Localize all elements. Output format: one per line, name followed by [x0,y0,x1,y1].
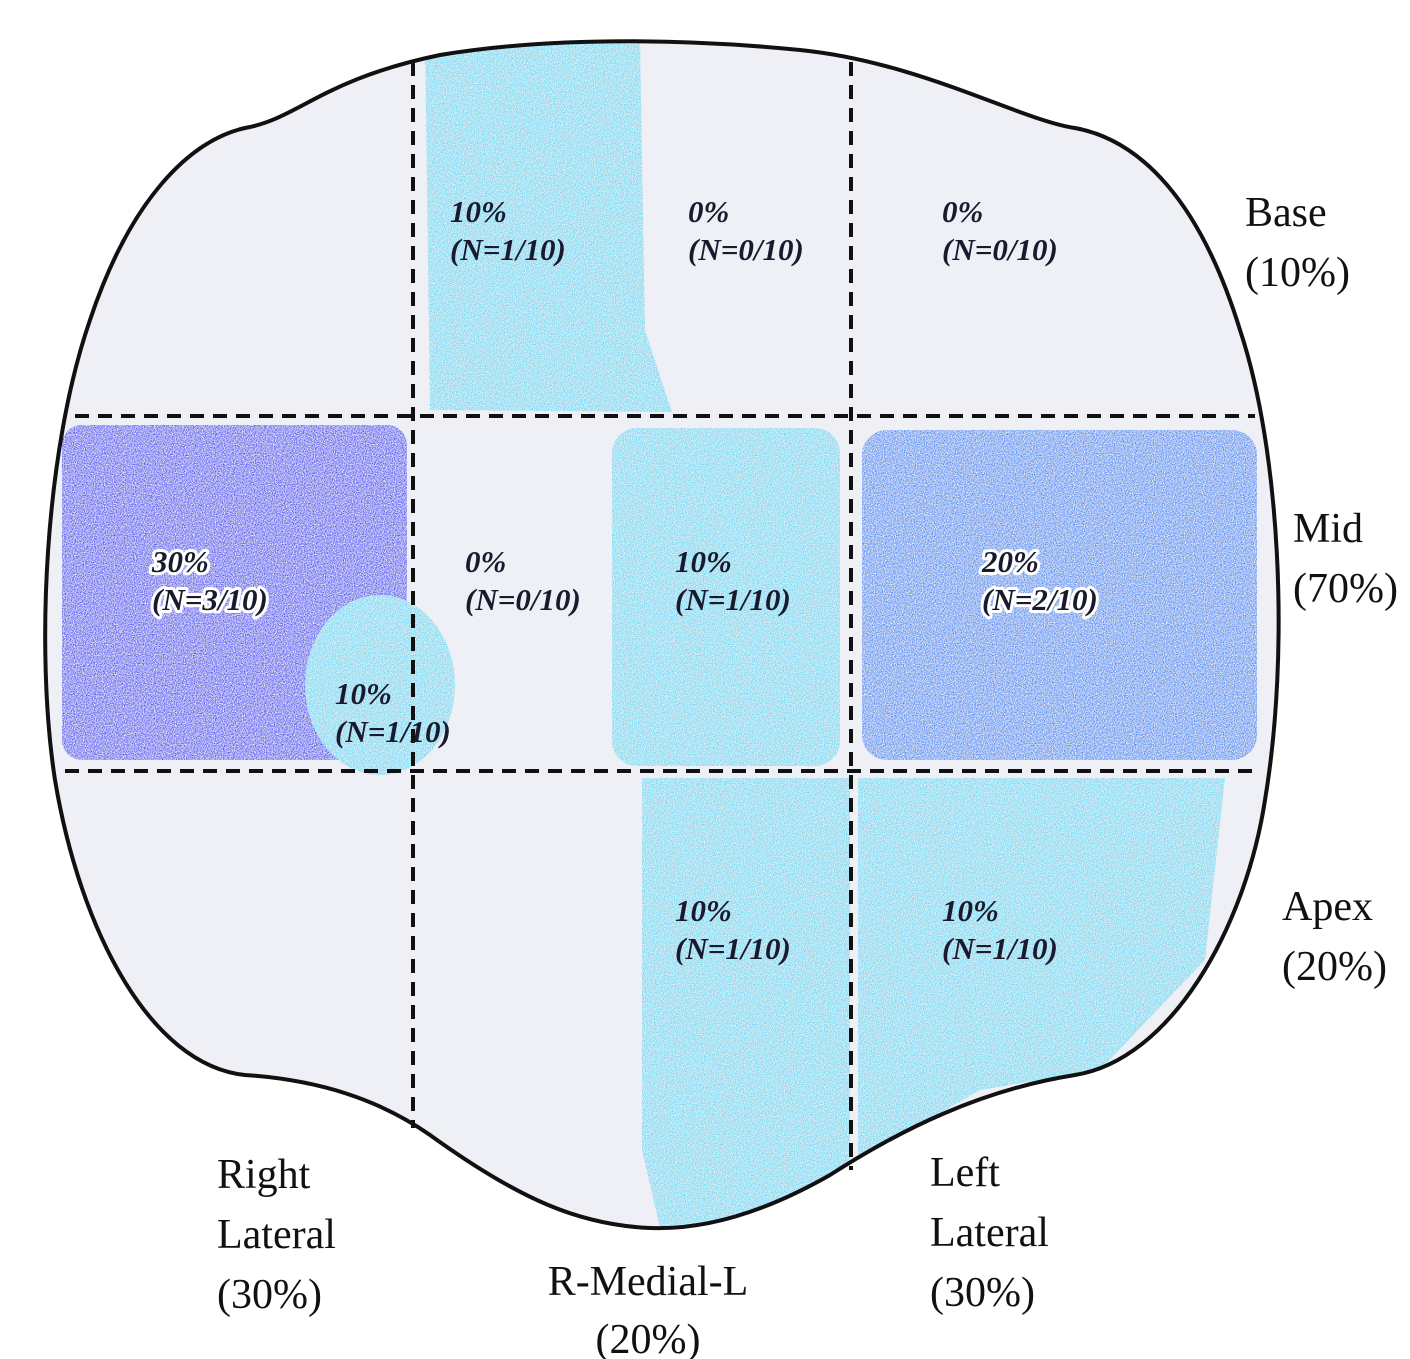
column-label: Lateral [217,1212,336,1258]
prostate-map: 10%(N=1/10)0%(N=0/10)0%(N=0/10)30%(N=3/1… [0,0,1410,1359]
column-label: (30%) [217,1272,322,1318]
column-label: R-Medial-L [548,1259,749,1305]
region-percent: 30% [151,544,209,579]
region-percent: 10% [675,893,732,928]
region-percent: 10% [450,194,507,229]
region-count: (N=1/10) [675,582,791,617]
region-percent: 10% [335,676,392,711]
row-label: Base [1245,190,1327,236]
blob [642,778,850,1228]
blob [858,778,1225,1160]
region-percent: 10% [675,544,732,579]
column-label: (30%) [930,1270,1035,1316]
region-count: (N=1/10) [450,232,566,267]
row-share: (70%) [1293,566,1398,612]
region-count: (N=0/10) [465,582,581,617]
region-count: (N=2/10) [982,582,1098,617]
region-count: (N=0/10) [942,232,1058,267]
column-label: (20%) [596,1317,701,1359]
page: {"regions": [ {"percent": "10%", "count"… [0,0,1410,1359]
region-count: (N=1/10) [942,931,1058,966]
column-label: Lateral [930,1210,1049,1256]
region-count: (N=0/10) [688,232,804,267]
region-count: (N=1/10) [335,714,451,749]
row-label: Mid [1293,506,1363,552]
region-count: (N=3/10) [152,582,268,617]
column-label: Left [930,1150,1000,1196]
region-percent: 10% [942,893,999,928]
region-percent: 0% [688,194,729,229]
region-percent: 20% [981,544,1039,579]
region-count: (N=1/10) [675,931,791,966]
row-share: (20%) [1282,944,1387,990]
row-label: Apex [1282,884,1373,930]
region-percent: 0% [465,544,506,579]
row-share: (10%) [1245,250,1350,296]
column-label: Right [217,1152,311,1198]
region-percent: 0% [942,194,983,229]
